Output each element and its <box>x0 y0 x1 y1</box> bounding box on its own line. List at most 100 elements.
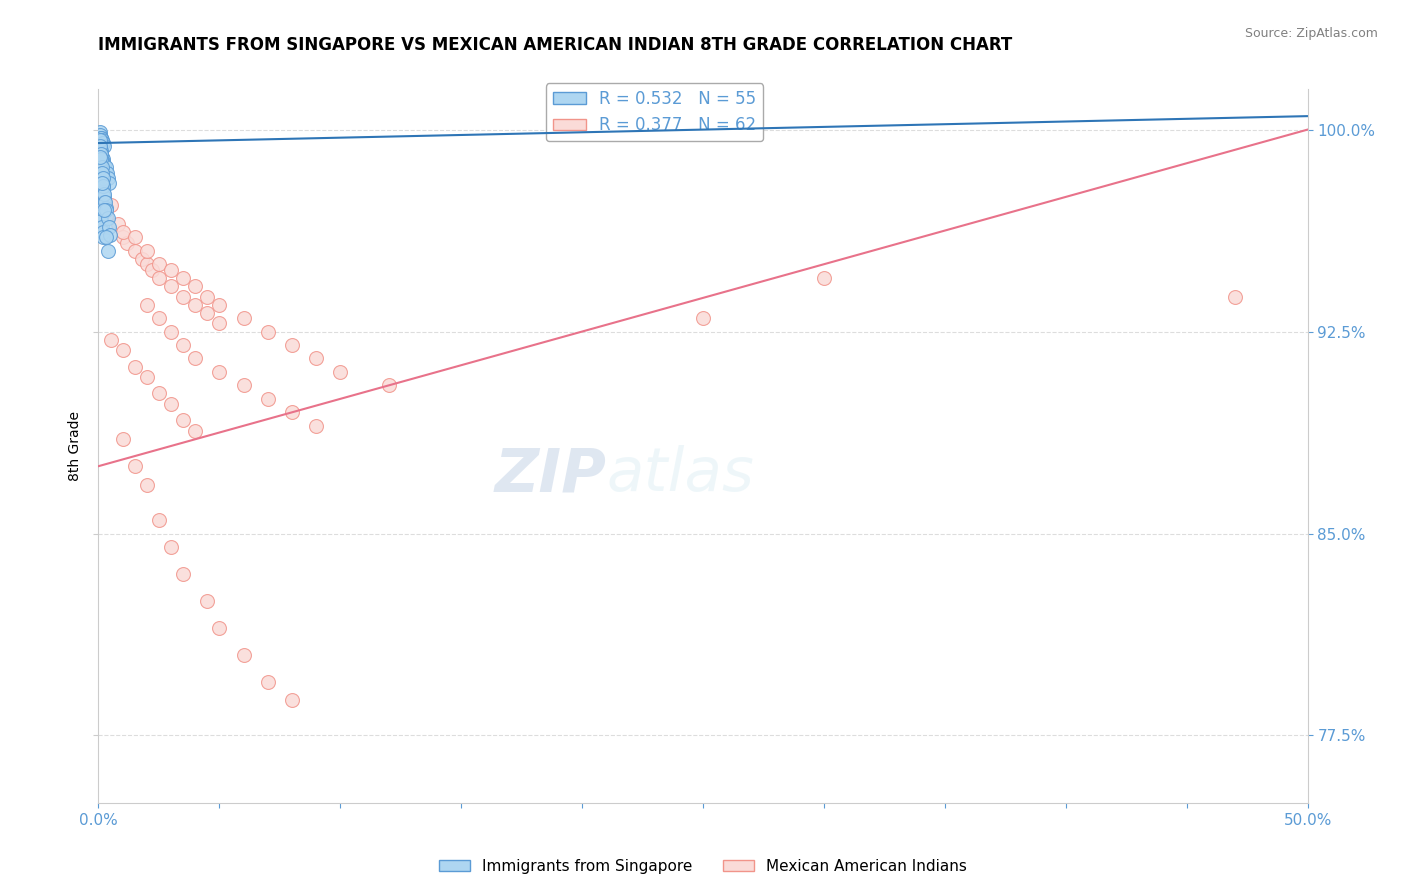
Point <box>148 386 170 401</box>
Point <box>89 133 111 147</box>
Point <box>107 217 129 231</box>
Point <box>195 594 218 608</box>
Point <box>98 177 121 191</box>
Point <box>111 225 134 239</box>
Point <box>135 370 157 384</box>
Point <box>91 230 114 244</box>
Point <box>111 230 134 244</box>
Point <box>184 351 207 366</box>
Point <box>93 158 115 172</box>
Point <box>91 136 114 150</box>
Point <box>160 325 183 339</box>
Point <box>93 187 115 202</box>
Point <box>256 392 278 406</box>
Point <box>208 298 231 312</box>
Point <box>692 311 714 326</box>
Point <box>172 289 194 303</box>
Point <box>90 146 112 161</box>
Y-axis label: 8th Grade: 8th Grade <box>67 411 82 481</box>
Point <box>94 209 117 223</box>
Point <box>256 325 278 339</box>
Point <box>91 149 114 163</box>
Point <box>91 155 114 169</box>
Point <box>89 128 111 142</box>
Text: atlas: atlas <box>606 445 754 504</box>
Point <box>208 365 231 379</box>
Point <box>91 133 114 147</box>
Point <box>89 138 111 153</box>
Point <box>97 219 120 234</box>
Point <box>124 230 146 244</box>
Point <box>208 621 231 635</box>
Point <box>93 138 115 153</box>
Point <box>91 174 114 188</box>
Point <box>232 648 254 662</box>
Point <box>160 540 183 554</box>
Point <box>172 270 194 285</box>
Point <box>111 343 134 358</box>
Point <box>91 171 114 186</box>
Point <box>160 278 183 293</box>
Point <box>90 209 112 223</box>
Point <box>135 244 157 258</box>
Point <box>1223 289 1246 303</box>
Point <box>94 195 117 210</box>
Point <box>124 359 146 374</box>
Point <box>281 405 304 419</box>
Text: ZIP: ZIP <box>495 445 606 504</box>
Point <box>90 146 112 161</box>
Point <box>94 201 117 215</box>
Point <box>90 177 112 191</box>
Point <box>172 566 194 581</box>
Point <box>93 203 115 218</box>
Point <box>377 378 399 392</box>
Point <box>195 306 218 320</box>
Point <box>813 270 835 285</box>
Point <box>91 179 114 194</box>
Point <box>329 365 352 379</box>
Point <box>135 298 157 312</box>
Point <box>89 155 111 169</box>
Point <box>148 311 170 326</box>
Point <box>160 397 183 411</box>
Point <box>195 289 218 303</box>
Point <box>89 141 111 155</box>
Point <box>98 227 121 242</box>
Point <box>124 244 146 258</box>
Point <box>91 136 114 150</box>
Point <box>90 130 112 145</box>
Point <box>93 179 115 194</box>
Point <box>208 317 231 331</box>
Point <box>100 333 122 347</box>
Point <box>100 198 122 212</box>
Point <box>148 270 170 285</box>
Point <box>96 203 118 218</box>
Point <box>232 311 254 326</box>
Point <box>135 478 157 492</box>
Point <box>90 163 112 178</box>
Point <box>141 262 163 277</box>
Point <box>148 257 170 271</box>
Point <box>90 161 112 175</box>
Point <box>135 257 157 271</box>
Point <box>184 298 207 312</box>
Point <box>148 513 170 527</box>
Legend: R = 0.532   N = 55, R = 0.377   N = 62: R = 0.532 N = 55, R = 0.377 N = 62 <box>546 83 763 141</box>
Point <box>124 459 146 474</box>
Text: Source: ZipAtlas.com: Source: ZipAtlas.com <box>1244 27 1378 40</box>
Point <box>111 432 134 446</box>
Point <box>89 149 111 163</box>
Point <box>232 378 254 392</box>
Point <box>96 166 118 180</box>
Point <box>184 278 207 293</box>
Point <box>90 152 112 166</box>
Point <box>91 185 114 199</box>
Legend: Immigrants from Singapore, Mexican American Indians: Immigrants from Singapore, Mexican Ameri… <box>433 853 973 880</box>
Point <box>90 214 112 228</box>
Point <box>89 203 111 218</box>
Point <box>91 219 114 234</box>
Point <box>184 424 207 438</box>
Point <box>94 161 117 175</box>
Point <box>97 244 120 258</box>
Point <box>305 418 328 433</box>
